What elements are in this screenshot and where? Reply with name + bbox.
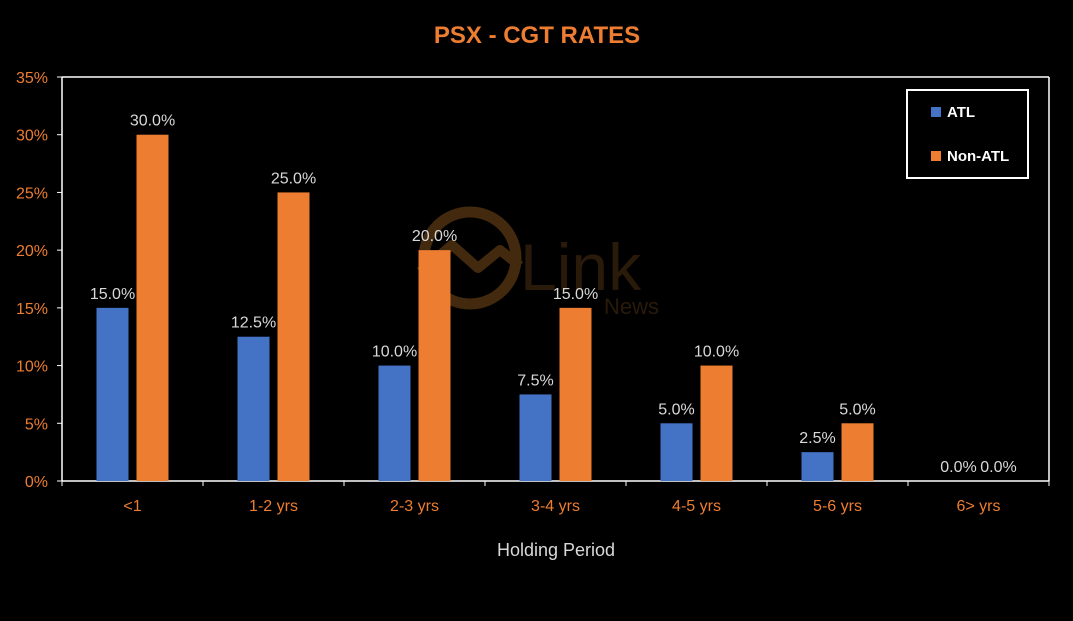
data-label: 15.0% — [553, 286, 598, 303]
y-tick-label: 5% — [25, 416, 48, 433]
y-tick-label: 25% — [16, 185, 48, 202]
y-tick-label: 10% — [16, 359, 48, 376]
data-label: 0.0% — [980, 459, 1016, 476]
plot-area — [61, 76, 1050, 482]
bar-non-atl — [700, 365, 733, 481]
y-tick-label: 35% — [16, 70, 48, 87]
bar-atl — [660, 423, 693, 481]
y-axis-ticks: 0% 5% 10% 15% 20% 25% 30% 35% — [16, 70, 62, 491]
x-tick-label: 1-2 yrs — [249, 498, 298, 515]
data-labels: 15.0%12.5%10.0%7.5%5.0%2.5%0.0%30.0%25.0… — [90, 113, 1017, 476]
x-tick-label: 3-4 yrs — [531, 498, 580, 515]
bar-non-atl — [841, 423, 874, 481]
legend-label-atl: ATL — [947, 104, 975, 121]
data-label: 25.0% — [271, 170, 316, 187]
x-axis-ticks: <1 1-2 yrs 2-3 yrs 3-4 yrs 4-5 yrs 5-6 yrs 6> … — [61, 481, 1050, 515]
watermark-sub: News — [604, 294, 659, 319]
bar-atl — [237, 336, 270, 481]
data-label: 5.0% — [658, 401, 694, 418]
bar-atl — [801, 452, 834, 481]
bar-series — [96, 134, 874, 481]
x-axis-title: Holding Period — [497, 540, 615, 560]
data-label: 10.0% — [694, 344, 739, 361]
y-tick-label: 0% — [25, 474, 48, 491]
y-tick-label: 15% — [16, 301, 48, 318]
data-label: 30.0% — [130, 113, 175, 130]
data-label: 10.0% — [372, 344, 417, 361]
x-tick-label: <1 — [123, 498, 141, 515]
bar-non-atl — [136, 134, 169, 481]
bar-atl — [519, 394, 552, 481]
data-label: 7.5% — [517, 372, 553, 389]
bar-non-atl — [277, 192, 310, 481]
legend: ATL Non-ATL — [906, 89, 1029, 179]
chart-title: PSX - CGT RATES — [434, 22, 640, 49]
data-label: 15.0% — [90, 286, 135, 303]
bar-non-atl — [418, 250, 451, 481]
legend-label-non-atl: Non-ATL — [947, 148, 1009, 165]
data-label: 20.0% — [412, 228, 457, 245]
data-label: 2.5% — [799, 430, 835, 447]
x-tick-label: 4-5 yrs — [672, 498, 721, 515]
watermark-brand: Link — [520, 230, 642, 304]
legend-box — [906, 89, 1029, 179]
bar-atl — [378, 365, 411, 481]
x-tick-label: 5-6 yrs — [813, 498, 862, 515]
bar-atl — [96, 307, 129, 481]
y-tick-label: 30% — [16, 128, 48, 145]
x-tick-label: 6> yrs — [956, 498, 1000, 515]
bar-non-atl — [559, 307, 592, 481]
x-tick-label: 2-3 yrs — [390, 498, 439, 515]
legend-swatch-non-atl — [931, 151, 941, 161]
data-label: 5.0% — [839, 401, 875, 418]
data-label: 0.0% — [940, 459, 976, 476]
data-label: 12.5% — [231, 315, 276, 332]
watermark-logo: Link News — [416, 206, 659, 319]
legend-swatch-atl — [931, 107, 941, 117]
y-tick-label: 20% — [16, 243, 48, 260]
